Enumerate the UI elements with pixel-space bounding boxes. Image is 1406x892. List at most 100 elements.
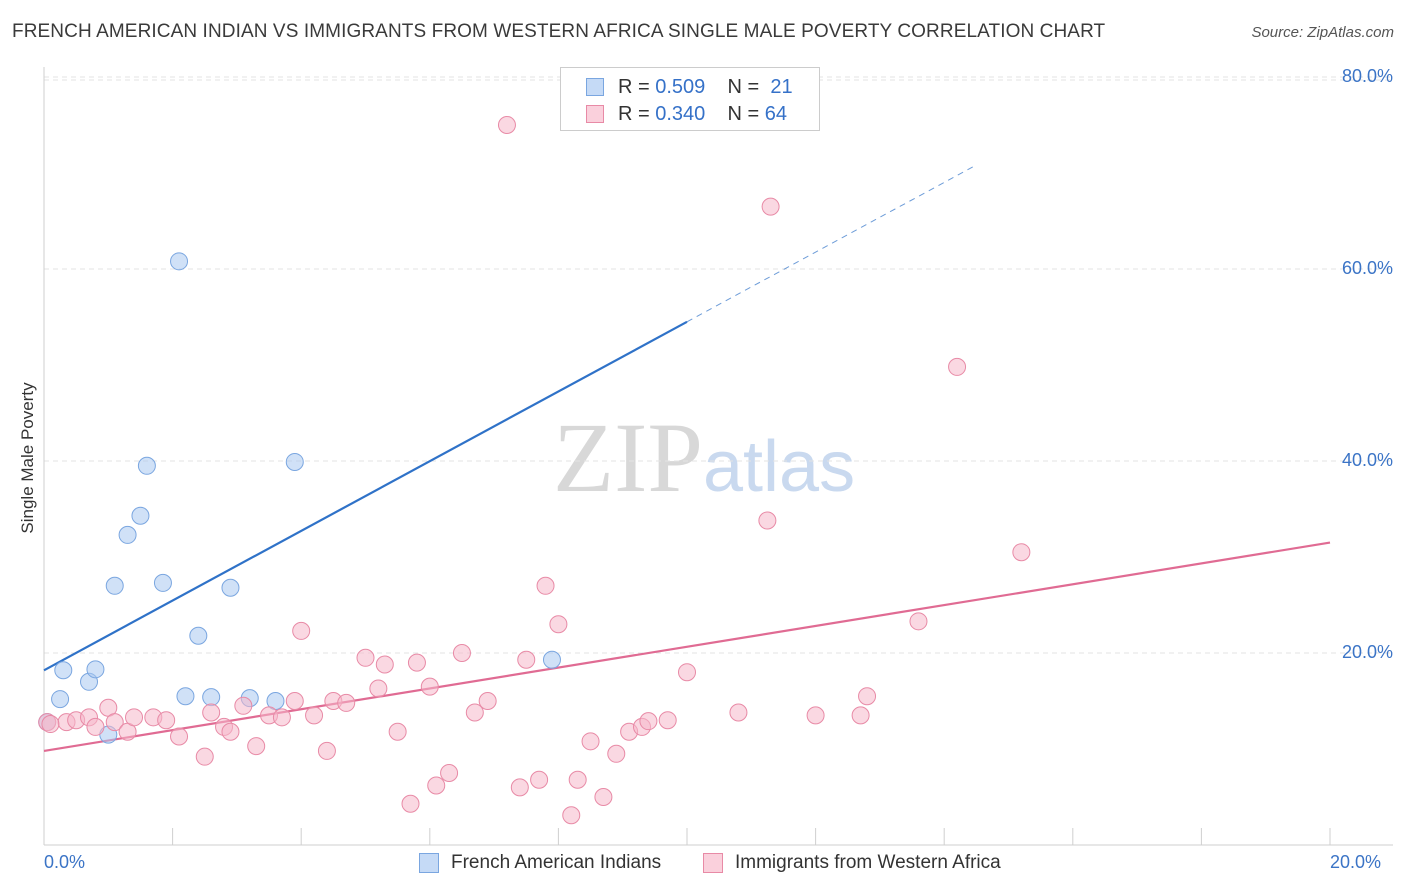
watermark-zip: ZIP xyxy=(553,402,703,513)
point-immigrants-western-africa xyxy=(678,663,696,682)
point-french-american-indians xyxy=(118,525,137,544)
grid-lines xyxy=(44,76,1393,654)
point-immigrants-western-africa xyxy=(195,747,214,766)
point-immigrants-western-africa xyxy=(639,712,658,731)
point-immigrants-western-africa xyxy=(658,711,677,730)
point-immigrants-western-africa xyxy=(452,644,471,662)
point-immigrants-western-africa xyxy=(305,706,324,725)
point-immigrants-western-africa xyxy=(272,708,291,727)
legend: R = 0.509 N = 21 R = 0.340 N = 64 xyxy=(560,67,820,131)
legend-r-label: R = xyxy=(618,76,656,98)
point-immigrants-western-africa xyxy=(356,648,375,667)
point-immigrants-western-africa xyxy=(510,778,529,797)
point-immigrants-western-africa xyxy=(427,776,446,795)
point-immigrants-western-africa xyxy=(375,655,394,674)
point-immigrants-western-africa xyxy=(909,612,928,631)
point-immigrants-western-africa xyxy=(202,703,221,722)
point-immigrants-western-africa xyxy=(317,741,336,760)
x-tick-label-max: 20.0% xyxy=(1330,852,1382,872)
point-immigrants-western-africa xyxy=(388,722,407,741)
point-immigrants-western-africa xyxy=(1012,543,1031,562)
point-immigrants-western-africa xyxy=(581,732,600,751)
point-french-american-indians xyxy=(221,578,240,597)
point-french-american-indians xyxy=(285,452,304,471)
point-immigrants-western-africa xyxy=(125,708,144,727)
point-immigrants-western-africa xyxy=(562,806,581,825)
point-immigrants-western-africa xyxy=(221,722,240,741)
y-tick-label: 40.0% xyxy=(1341,450,1393,470)
point-french-american-indians xyxy=(170,252,189,271)
bottom-legend-label-french: French American Indians xyxy=(451,852,662,873)
y-axis-label: Single Male Poverty xyxy=(18,382,37,534)
trend-lines xyxy=(43,164,1331,753)
legend-n-value: 21 xyxy=(770,76,793,98)
point-immigrants-western-africa xyxy=(170,727,189,746)
trend-line-french-american-indians xyxy=(43,320,688,672)
point-french-american-indians xyxy=(153,573,172,592)
point-immigrants-western-africa xyxy=(761,197,780,216)
point-french-american-indians xyxy=(54,661,73,680)
source-credit: Source: ZipAtlas.com xyxy=(1251,24,1394,41)
point-immigrants-western-africa xyxy=(851,706,870,725)
point-immigrants-western-africa xyxy=(440,764,459,782)
legend-n-label: N = xyxy=(727,103,765,125)
point-french-american-indians xyxy=(542,650,561,669)
point-immigrants-western-africa xyxy=(401,794,420,813)
x-tick-label-min: 0.0% xyxy=(44,852,86,872)
y-tick-label: 80.0% xyxy=(1341,66,1393,86)
point-immigrants-western-africa xyxy=(86,717,105,736)
point-french-american-indians xyxy=(189,626,208,645)
trend-line-immigrants-western-africa xyxy=(43,541,1331,753)
point-immigrants-western-africa xyxy=(285,692,304,710)
trend-line-extension-french-american-indians xyxy=(686,164,977,323)
legend-swatch-french xyxy=(586,78,604,96)
point-immigrants-western-africa xyxy=(478,692,497,710)
point-immigrants-western-africa xyxy=(247,737,266,756)
point-french-american-indians xyxy=(131,506,150,525)
point-french-american-indians xyxy=(202,688,221,707)
watermark-atlas: atlas xyxy=(703,427,856,507)
chart-title: FRENCH AMERICAN INDIAN VS IMMIGRANTS FRO… xyxy=(12,21,1106,42)
point-immigrants-western-africa xyxy=(530,770,549,789)
point-immigrants-western-africa xyxy=(465,703,484,722)
point-immigrants-western-africa xyxy=(497,116,516,134)
legend-r-label: R = xyxy=(618,103,656,125)
point-immigrants-western-africa xyxy=(536,576,555,595)
point-immigrants-western-africa xyxy=(292,621,311,640)
point-immigrants-western-africa xyxy=(758,511,777,530)
point-immigrants-western-africa xyxy=(948,357,967,376)
point-immigrants-western-africa xyxy=(337,693,356,712)
data-points xyxy=(38,96,1031,825)
point-immigrants-western-africa xyxy=(729,703,748,722)
point-immigrants-western-africa xyxy=(407,653,426,672)
point-immigrants-western-africa xyxy=(549,615,568,634)
watermark: ZIPatlas xyxy=(553,400,855,515)
point-immigrants-western-africa xyxy=(594,788,613,806)
y-tick-label: 60.0% xyxy=(1341,258,1393,278)
legend-n-value: 64 xyxy=(764,103,788,125)
y-tick-label: 20.0% xyxy=(1341,642,1393,662)
point-french-american-indians xyxy=(137,456,156,475)
point-immigrants-western-africa xyxy=(420,677,439,696)
legend-r-value: 0.509 xyxy=(655,76,706,98)
point-french-american-indians xyxy=(105,576,124,595)
point-immigrants-western-africa xyxy=(517,650,536,669)
bottom-legend-label-western-africa: Immigrants from Western Africa xyxy=(735,852,1001,873)
point-french-american-indians xyxy=(51,690,70,709)
point-french-american-indians xyxy=(176,687,195,706)
point-immigrants-western-africa xyxy=(41,715,60,734)
point-immigrants-western-africa xyxy=(234,696,253,715)
point-immigrants-western-africa xyxy=(806,706,825,725)
point-immigrants-western-africa xyxy=(369,679,388,698)
point-immigrants-western-africa xyxy=(105,713,124,732)
bottom-legend-swatch-french xyxy=(419,853,439,873)
legend-n-label: N = xyxy=(727,76,765,98)
point-immigrants-western-africa xyxy=(157,711,176,730)
point-immigrants-western-africa xyxy=(568,770,587,789)
axes xyxy=(43,67,1393,846)
legend-r-value: 0.340 xyxy=(655,103,706,125)
point-immigrants-western-africa xyxy=(607,744,626,763)
point-french-american-indians xyxy=(86,660,105,679)
bottom-legend-swatch-western-africa xyxy=(703,853,723,873)
